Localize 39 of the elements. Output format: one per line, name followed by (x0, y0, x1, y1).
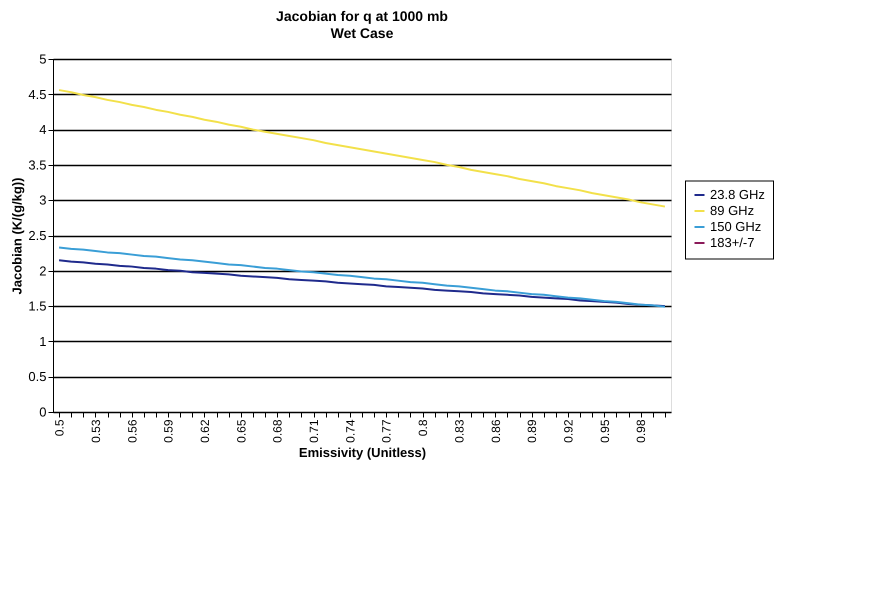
legend-label: 89 GHz (710, 203, 754, 218)
x-tick-label: 0.86 (488, 419, 503, 443)
chart-subtitle: Wet Case (330, 25, 394, 41)
legend-label: 23.8 GHz (710, 187, 765, 202)
x-tick-label: 0.74 (343, 419, 358, 443)
x-tick-label: 0.8 (416, 419, 430, 436)
y-tick-label: 3 (39, 192, 46, 208)
legend-label: 183+/-7 (710, 235, 754, 250)
chart-title: Jacobian for q at 1000 mb (276, 8, 448, 24)
x-tick-label: 0.56 (125, 419, 140, 443)
line-series (58, 246, 666, 308)
x-tick-label: 0.59 (162, 419, 176, 443)
x-axis-title: Emissivity (Unitless) (298, 444, 426, 460)
x-tick-label: 0.89 (525, 419, 540, 443)
y-tick-label: 4.5 (28, 86, 46, 102)
x-tick-label: 0.98 (634, 419, 648, 443)
x-tick-label: 0.83 (452, 419, 466, 443)
x-tick-label: 0.65 (234, 419, 248, 443)
y-axis-title: Jacobian (K/(g/kg)) (9, 177, 24, 295)
y-tick-label: 2.5 (28, 228, 46, 243)
x-tick-label: 0.62 (198, 419, 212, 443)
x-tick-label: 0.53 (88, 419, 103, 443)
x-tick-label: 0.77 (380, 419, 394, 443)
x-tick-label: 0.71 (307, 419, 322, 443)
x-tick-label: 0.95 (598, 419, 612, 443)
y-tick-label: 4 (39, 122, 46, 138)
x-tick-label: 0.92 (562, 419, 576, 443)
legend-label: 150 GHz (710, 219, 762, 234)
y-tick-label: 5 (39, 52, 46, 66)
x-tick-label: 0.68 (270, 419, 285, 443)
line-series (58, 259, 666, 308)
y-tick-label: 0 (39, 404, 46, 420)
line-series (58, 89, 666, 208)
y-tick-label: 3.5 (28, 157, 46, 172)
y-tick-label: 1.5 (28, 298, 46, 314)
x-tick-label: 0.5 (52, 419, 67, 436)
y-tick-label: 2 (39, 263, 46, 278)
y-tick-label: 1 (39, 334, 46, 349)
y-tick-label: 0.5 (28, 369, 46, 384)
